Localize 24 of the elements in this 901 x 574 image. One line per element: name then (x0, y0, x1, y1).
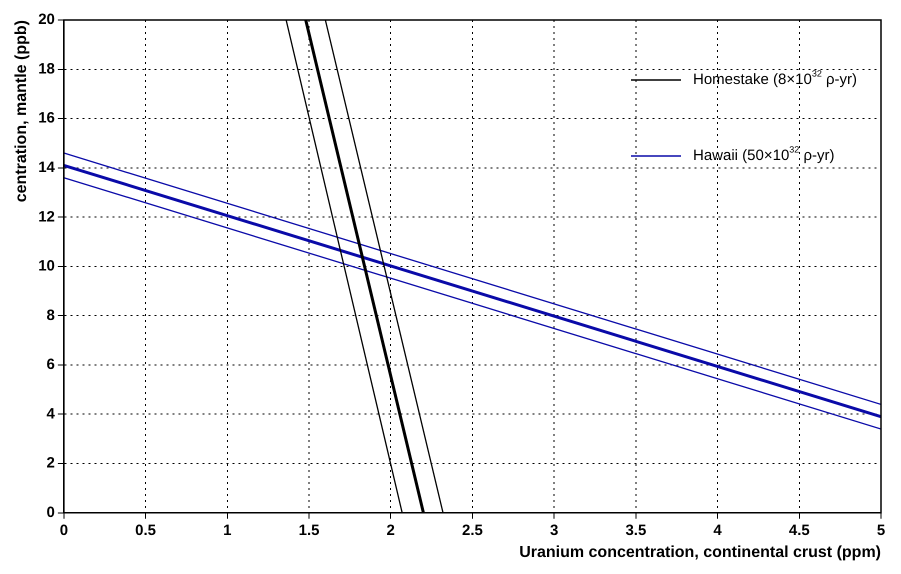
y-tick-label: 18 (38, 60, 55, 78)
y-tick-label: 14 (38, 158, 56, 176)
y-axis-title: centration, mantle (ppb) (13, 20, 30, 202)
y-tick-label: 0 (46, 504, 55, 521)
y-tick-label: 16 (38, 110, 55, 127)
y-tick-label: 6 (46, 356, 55, 374)
x-tick-label: 0.5 (135, 522, 156, 539)
x-tick-label: 5 (876, 522, 886, 539)
x-tick-label: 4.5 (788, 522, 810, 539)
x-tick-label: 3.5 (625, 522, 646, 539)
x-tick-label: 2.5 (462, 522, 483, 539)
x-tick-label: 1 (223, 522, 232, 539)
x-tick-label: 3 (550, 522, 558, 539)
x-tick-label: 4 (713, 522, 722, 539)
x-tick-label: 0 (60, 522, 68, 539)
y-tick-label: 12 (38, 208, 55, 226)
y-tick-label: 10 (38, 258, 55, 275)
y-tick-label: 20 (38, 11, 55, 28)
x-tick-label: 2 (386, 522, 395, 539)
y-tick-label: 4 (46, 405, 56, 422)
x-tick-label: 1.5 (298, 522, 320, 539)
y-tick-label: 2 (46, 454, 55, 472)
y-tick-label: 8 (46, 306, 55, 324)
x-axis-title: Uranium concentration, continental crust (ppm) (519, 544, 881, 561)
